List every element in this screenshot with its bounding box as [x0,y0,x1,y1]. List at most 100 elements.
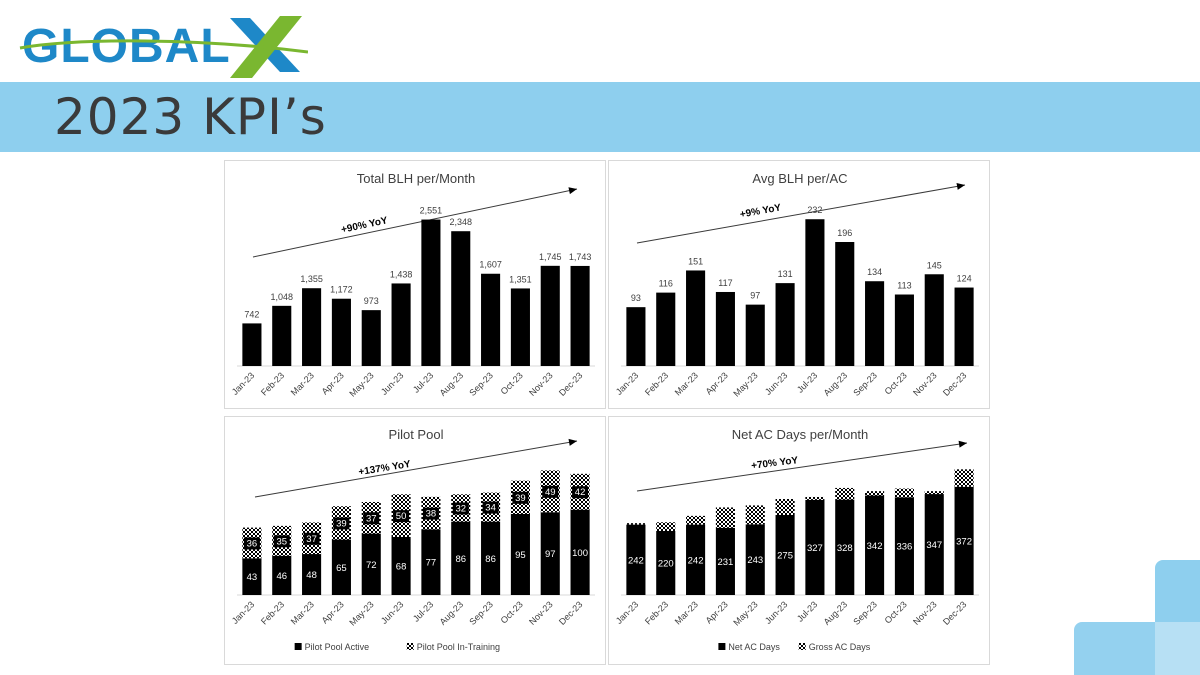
data-label: 242 [628,555,644,566]
bar [835,242,855,366]
x-tick-label: Feb-23 [643,599,670,626]
data-label: 38 [426,509,437,520]
data-label-bg [512,491,529,504]
data-label: 2,551 [420,206,443,216]
data-label: 1,048 [270,292,293,302]
trend-arrow-head [958,440,967,448]
data-label: 49 [545,487,556,498]
x-tick-label: Jun-23 [763,370,790,397]
bar [686,270,706,366]
x-tick-label: Jul-23 [795,599,819,623]
bar [361,310,381,366]
globalx-logo: GLOBAL [19,16,308,78]
bar [481,273,501,366]
data-label-bg [243,537,260,550]
x-tick-label: Sep-23 [467,599,495,627]
bar-segment-primary [775,515,795,595]
x-tick-label: Apr-23 [320,599,346,625]
chart-avg-blh: Avg BLH per/AC +9% YoY 93 Jan-23 116 Feb-23 15… [614,171,979,399]
chart-panel-net-ac-days: Net AC Days per/Month +70% YoY 242 Jan-23 22… [608,416,990,665]
bar-segment-primary [302,554,322,595]
corner-decoration [1155,622,1200,675]
data-label: 275 [777,551,793,562]
legend-swatch [798,643,806,650]
logo-swoosh [19,39,308,54]
data-label: 97 [750,291,760,301]
data-label: 1,355 [300,274,323,284]
data-label: 32 [455,503,466,514]
title-banner [0,82,1200,152]
data-label: 68 [396,561,407,572]
data-label: 243 [747,555,763,566]
data-label: 134 [867,267,882,277]
x-tick-label: Oct-23 [883,599,909,625]
bar-segment-secondary [865,491,885,496]
bar-segment-secondary [686,515,706,525]
bar [775,283,795,366]
x-tick-label: May-23 [731,370,759,398]
bar-segment-primary [656,531,676,595]
data-label: 1,438 [390,269,413,279]
x-tick-label: Feb-23 [643,370,670,397]
bar [954,287,974,366]
bar-segment-primary [626,524,646,595]
legend-swatch [406,643,414,650]
bar-segment-primary [745,524,765,595]
x-tick-label: Jun-23 [379,370,406,397]
x-tick-label: Sep-23 [851,370,879,398]
data-label-bg [422,507,439,520]
data-label: 151 [688,256,703,266]
data-label-bg [393,510,410,523]
x-tick-label: Apr-23 [704,599,730,625]
bar-segment-primary [924,494,944,595]
data-label: 93 [631,293,641,303]
x-tick-label: Nov-23 [527,370,555,398]
bar [302,288,322,366]
bar [510,288,530,366]
bar [242,323,262,366]
data-label: 36 [247,538,258,549]
bar [626,307,646,366]
bar-segment-primary [954,486,974,595]
x-tick-label: Nov-23 [527,599,555,627]
chart-title: Pilot Pool [389,427,444,442]
data-label: 35 [276,536,287,547]
data-label-bg [303,532,320,545]
x-tick-label: Mar-23 [289,370,316,397]
chart-title: Total BLH per/Month [357,171,476,186]
x-tick-label: Jan-23 [230,599,257,626]
data-label: 37 [306,534,317,545]
data-label: 347 [926,540,942,551]
bar [272,305,292,366]
data-label-bg [273,535,290,548]
bar [656,292,676,366]
trend-arrow-line [254,440,578,498]
legend-swatch [294,643,302,650]
data-label: 46 [276,571,287,582]
chart-title: Net AC Days per/Month [732,427,869,442]
x-tick-label: Feb-23 [259,370,286,397]
data-label: 145 [927,260,942,270]
bar [391,283,411,366]
bar-segment-secondary [775,499,795,515]
chart-title: Avg BLH per/AC [752,171,847,186]
x-tick-label: Sep-23 [467,370,495,398]
bar-segment-secondary [954,469,974,487]
x-tick-label: Apr-23 [320,370,346,396]
data-label: 117 [718,278,732,288]
x-tick-label: Jan-23 [614,370,641,397]
data-label: 1,745 [539,252,562,262]
chart-net-ac-days: Net AC Days per/Month +70% YoY 242 Jan-23 22… [614,427,979,652]
bar-segment-primary [331,539,351,595]
x-tick-label: Sep-23 [851,599,879,627]
bar-segment-secondary [924,491,944,495]
chart-panel-total-blh: Total BLH per/Month +90% YoY 742 Jan-23 1,04… [224,160,606,409]
bar-segment-primary [540,512,560,595]
bar-segment-primary [242,558,262,595]
bar [331,298,351,366]
data-label: 342 [867,541,883,552]
data-label: 328 [837,543,853,554]
x-tick-label: Dec-23 [941,370,969,398]
data-label: 1,172 [330,285,353,295]
chart-total-blh: Total BLH per/Month +90% YoY 742 Jan-23 1,04… [230,171,595,399]
